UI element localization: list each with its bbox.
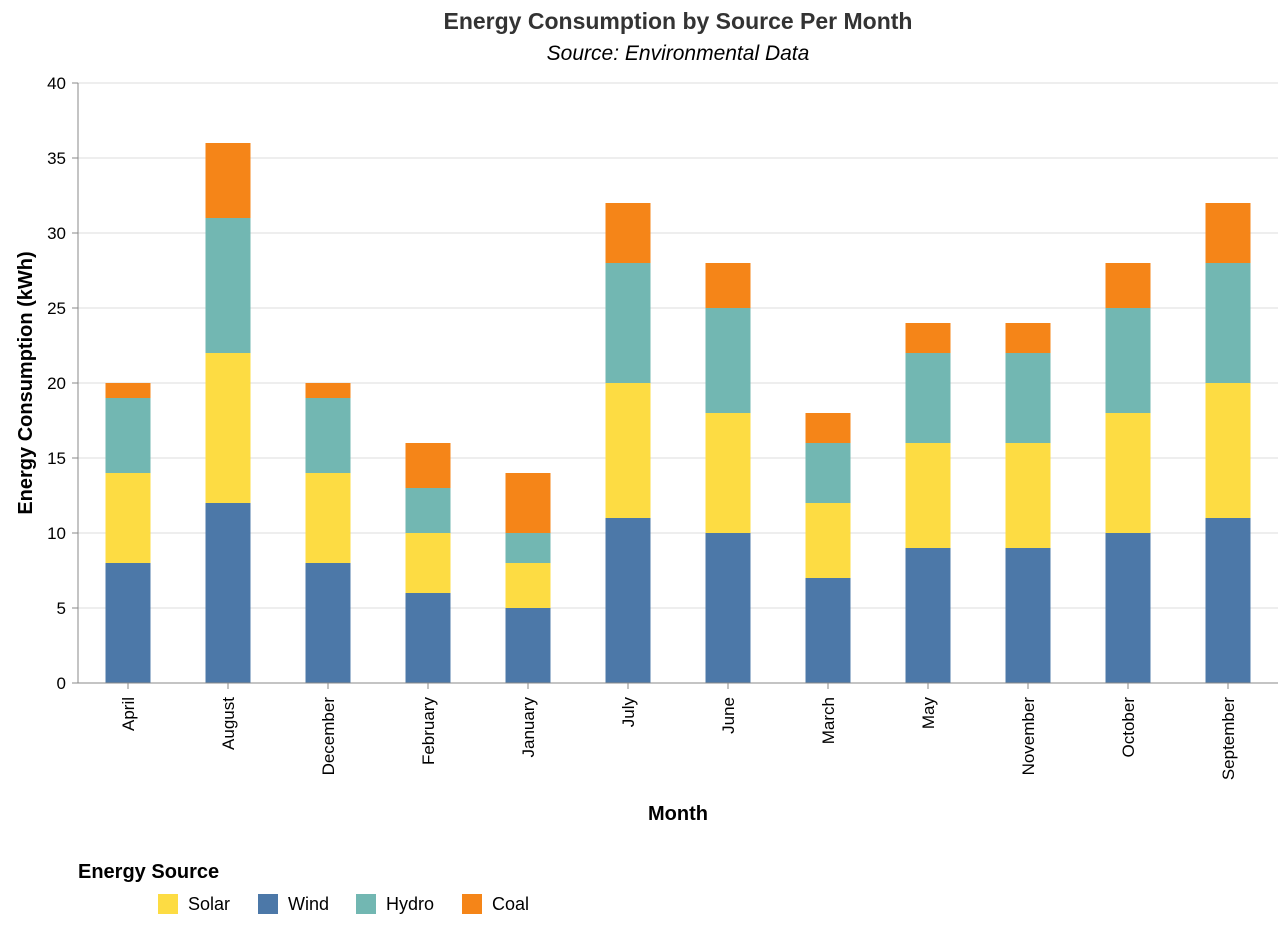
x-tick-label: March	[819, 697, 838, 744]
bar-solar-march	[805, 503, 851, 578]
bar-coal-may	[905, 323, 951, 353]
bar-solar-january	[505, 563, 551, 608]
bar-hydro-october	[1105, 308, 1151, 413]
x-tick-label: June	[719, 697, 738, 734]
legend: Solar Wind Hydro Coal	[158, 894, 529, 914]
x-axis: April August December February January July Ju…	[78, 682, 1278, 780]
bar-coal-april	[105, 383, 151, 398]
y-tick-label: 10	[47, 524, 66, 543]
legend-swatch-solar	[158, 894, 178, 914]
bar-coal-november	[1005, 323, 1051, 353]
bar-wind-april	[105, 563, 151, 683]
bar-wind-february	[405, 593, 451, 683]
bar-coal-march	[805, 413, 851, 443]
bar-solar-february	[405, 533, 451, 593]
bar-solar-june	[705, 413, 751, 533]
bar-coal-october	[1105, 263, 1151, 308]
x-tick-label: September	[1219, 697, 1238, 780]
grid-lines	[78, 82, 1278, 684]
chart-subtitle: Source: Environmental Data	[547, 42, 810, 65]
y-axis-title: Energy Consumption (kWh)	[15, 251, 37, 514]
bar-coal-july	[605, 203, 651, 263]
x-tick-label: November	[1019, 697, 1038, 776]
bar-hydro-august	[205, 218, 251, 353]
bar-hydro-november	[1005, 353, 1051, 443]
bar-coal-january	[505, 473, 551, 533]
bar-coal-august	[205, 143, 251, 218]
x-tick-label: August	[219, 697, 238, 750]
bar-hydro-july	[605, 263, 651, 383]
x-tick-label: May	[919, 697, 938, 730]
bar-wind-july	[605, 518, 651, 683]
y-tick-label: 25	[47, 299, 66, 318]
y-tick-label: 0	[57, 674, 66, 693]
x-tick-label: December	[319, 697, 338, 776]
bar-wind-may	[905, 548, 951, 683]
bar-solar-december	[305, 473, 351, 563]
x-tick-label: April	[119, 697, 138, 731]
bar-coal-february	[405, 443, 451, 488]
bar-wind-november	[1005, 548, 1051, 683]
legend-swatch-coal	[462, 894, 482, 914]
x-tick-label: February	[419, 697, 438, 766]
bar-solar-september	[1205, 383, 1251, 518]
bar-hydro-june	[705, 308, 751, 413]
bar-hydro-september	[1205, 263, 1251, 383]
y-tick-label: 30	[47, 224, 66, 243]
bar-hydro-april	[105, 398, 151, 473]
y-tick-label: 5	[57, 599, 66, 618]
bar-wind-march	[805, 578, 851, 683]
bar-solar-may	[905, 443, 951, 548]
bar-solar-july	[605, 383, 651, 518]
y-tick-label: 40	[47, 74, 66, 93]
legend-title: Energy Source	[78, 861, 219, 883]
x-tick-label: July	[619, 697, 638, 728]
bar-wind-january	[505, 608, 551, 683]
bar-hydro-may	[905, 353, 951, 443]
y-tick-label: 20	[47, 374, 66, 393]
legend-swatch-hydro	[356, 894, 376, 914]
bar-solar-october	[1105, 413, 1151, 533]
bar-hydro-march	[805, 443, 851, 503]
legend-label-coal: Coal	[492, 894, 529, 914]
bar-coal-june	[705, 263, 751, 308]
chart-title: Energy Consumption by Source Per Month	[444, 8, 913, 34]
bar-hydro-december	[305, 398, 351, 473]
legend-label-wind: Wind	[288, 894, 329, 914]
bar-wind-august	[205, 503, 251, 683]
y-tick-label: 35	[47, 149, 66, 168]
y-tick-label: 15	[47, 449, 66, 468]
bar-solar-november	[1005, 443, 1051, 548]
x-axis-title: Month	[648, 803, 708, 825]
bar-wind-september	[1205, 518, 1251, 683]
bars	[105, 143, 1251, 683]
x-tick-label: October	[1119, 697, 1138, 758]
bar-wind-december	[305, 563, 351, 683]
bar-wind-june	[705, 533, 751, 683]
legend-label-hydro: Hydro	[386, 894, 434, 914]
bar-coal-december	[305, 383, 351, 398]
bar-solar-august	[205, 353, 251, 503]
legend-swatch-wind	[258, 894, 278, 914]
bar-hydro-january	[505, 533, 551, 563]
x-tick-label: January	[519, 697, 538, 758]
y-axis: 0 5 10 15 20 25 30 35 40	[47, 74, 79, 693]
bar-solar-april	[105, 473, 151, 563]
bar-wind-october	[1105, 533, 1151, 683]
bar-coal-september	[1205, 203, 1251, 263]
legend-label-solar: Solar	[188, 894, 230, 914]
bar-hydro-february	[405, 488, 451, 533]
